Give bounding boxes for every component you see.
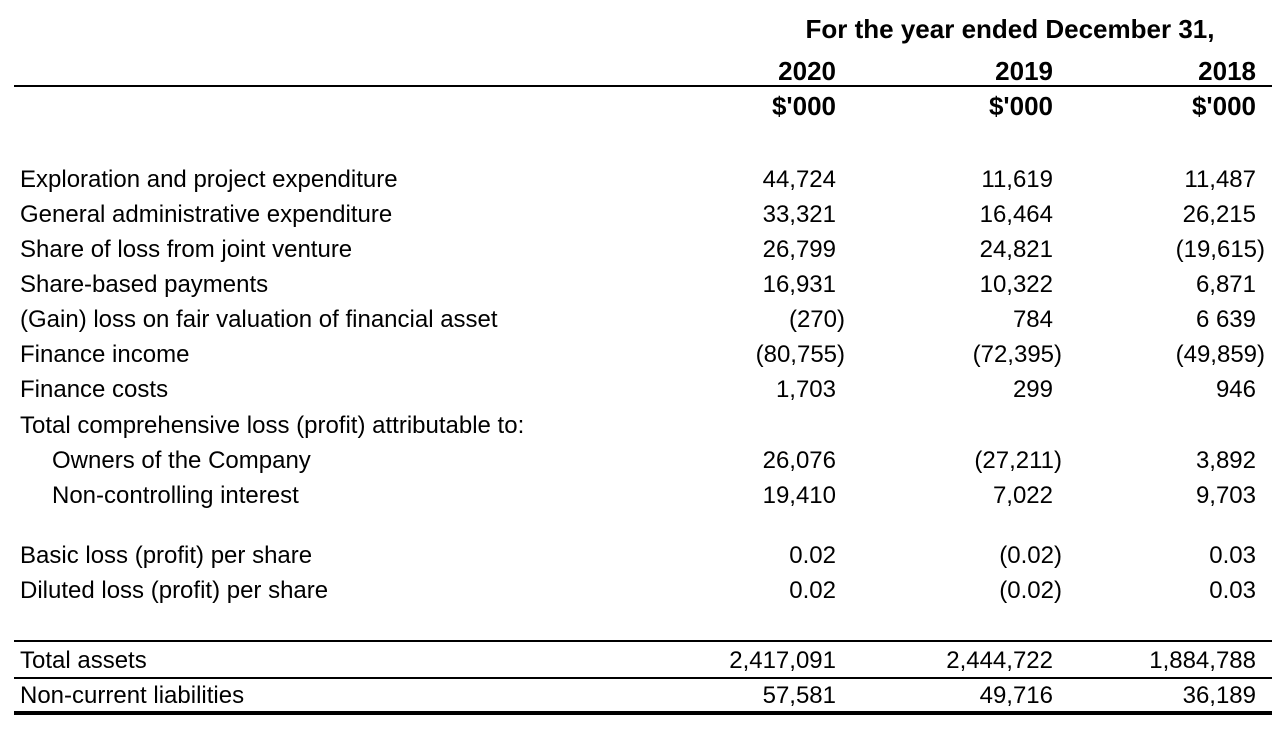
balance-row-divider (14, 677, 1272, 679)
cell-2019: 2,444,722 (946, 647, 1053, 674)
cell-2018: 9,703 (1195, 482, 1256, 509)
cell-2018: 3,892 (1195, 447, 1256, 474)
cell-2019: (27,211) (974, 447, 1062, 474)
row-label: Finance costs (20, 376, 169, 403)
cell-2019: 10,322 (979, 271, 1053, 298)
unit-header-2019: $'000 (988, 91, 1053, 121)
cell-2018: 0.03 (1209, 542, 1256, 569)
cell-2018: 26,215 (1182, 201, 1256, 228)
year-header-2018: 2018 (1198, 56, 1256, 86)
cell-2020: 33,321 (762, 201, 836, 228)
balance-top-divider (14, 640, 1272, 642)
cell-2019: 49,716 (979, 682, 1053, 709)
row-label: Non-controlling interest (52, 482, 299, 509)
cell-2018: 11,487 (1184, 166, 1256, 193)
cell-2019: 7,022 (992, 482, 1053, 509)
cell-2019: 299 (1012, 376, 1053, 403)
unit-header-2020: $'000 (771, 91, 836, 121)
cell-2019: 11,619 (981, 166, 1053, 193)
row-label: Exploration and project expenditure (20, 166, 398, 193)
cell-2020: 1,703 (775, 376, 836, 403)
row-label: Share of loss from joint venture (20, 236, 353, 263)
cell-2018: 1,884,788 (1149, 647, 1256, 674)
cell-2020: (270) (788, 306, 845, 333)
cell-2019: (0.02) (999, 542, 1062, 569)
year-header-2020: 2020 (778, 56, 836, 86)
row-label: Share-based payments (20, 271, 269, 298)
year-header-2019: 2019 (995, 56, 1053, 86)
row-label: Owners of the Company (52, 447, 311, 474)
cell-2020: 26,076 (762, 447, 836, 474)
cell-2019: 16,464 (979, 201, 1053, 228)
cell-2020: (80,755) (755, 341, 845, 368)
cell-2020: 57,581 (762, 682, 836, 709)
section-subheading: Total comprehensive loss (profit) attrib… (20, 412, 525, 439)
cell-2019: (0.02) (999, 577, 1062, 604)
cell-2018: 36,189 (1182, 682, 1256, 709)
row-label: Basic loss (profit) per share (20, 542, 313, 569)
cell-2019: 24,821 (979, 236, 1053, 263)
unit-header-2018: $'000 (1191, 91, 1256, 121)
cell-2018: 6 639 (1195, 306, 1256, 333)
cell-2020: 2,417,091 (729, 647, 836, 674)
cell-2018: (49,859) (1175, 341, 1265, 368)
cell-2020: 0.02 (789, 542, 836, 569)
table-bottom-rule (14, 711, 1272, 715)
row-label: Finance income (20, 341, 190, 368)
row-label: Diluted loss (profit) per share (20, 577, 329, 604)
row-label: Non-current liabilities (20, 682, 245, 709)
cell-2018: (19,615) (1175, 236, 1265, 263)
cell-2019: 784 (1012, 306, 1053, 333)
header-divider (14, 85, 1272, 87)
cell-2018: 946 (1215, 376, 1256, 403)
cell-2020: 44,724 (762, 166, 836, 193)
column-group-title: For the year ended December 31, (805, 14, 1215, 44)
row-label: (Gain) loss on fair valuation of financi… (20, 306, 498, 333)
cell-2019: (72,395) (972, 341, 1062, 368)
cell-2018: 6,871 (1195, 271, 1256, 298)
cell-2020: 0.02 (789, 577, 836, 604)
cell-2020: 26,799 (762, 236, 836, 263)
cell-2020: 16,931 (762, 271, 836, 298)
row-label: General administrative expenditure (20, 201, 393, 228)
cell-2020: 19,410 (762, 482, 836, 509)
cell-2018: 0.03 (1209, 577, 1256, 604)
row-label: Total assets (20, 647, 147, 674)
